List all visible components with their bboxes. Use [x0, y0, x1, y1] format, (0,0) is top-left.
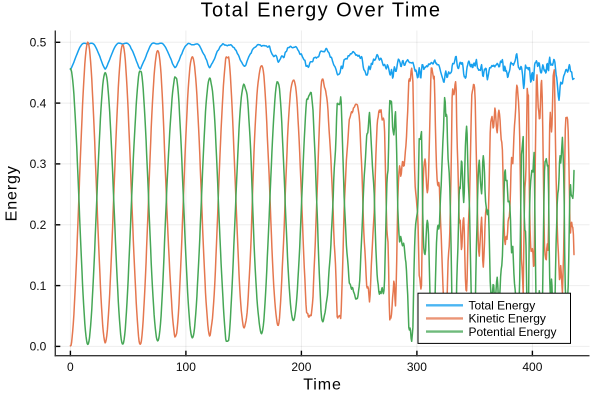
svg-text:Total Energy: Total Energy [469, 299, 536, 313]
svg-text:Potential Energy: Potential Energy [469, 325, 557, 339]
svg-text:0: 0 [67, 360, 74, 374]
svg-text:0.4: 0.4 [30, 96, 47, 110]
svg-text:0.3: 0.3 [30, 157, 47, 171]
svg-text:0.0: 0.0 [30, 340, 47, 354]
svg-text:Kinetic Energy: Kinetic Energy [469, 312, 546, 326]
svg-text:Total Energy Over Time: Total Energy Over Time [201, 0, 442, 22]
svg-text:Energy: Energy [4, 165, 21, 221]
svg-text:0.5: 0.5 [30, 36, 47, 50]
svg-text:200: 200 [291, 360, 311, 374]
svg-text:Time: Time [303, 376, 342, 393]
svg-text:100: 100 [176, 360, 196, 374]
svg-text:400: 400 [522, 360, 542, 374]
svg-text:0.2: 0.2 [30, 218, 47, 232]
svg-text:0.1: 0.1 [30, 279, 47, 293]
svg-text:300: 300 [407, 360, 427, 374]
